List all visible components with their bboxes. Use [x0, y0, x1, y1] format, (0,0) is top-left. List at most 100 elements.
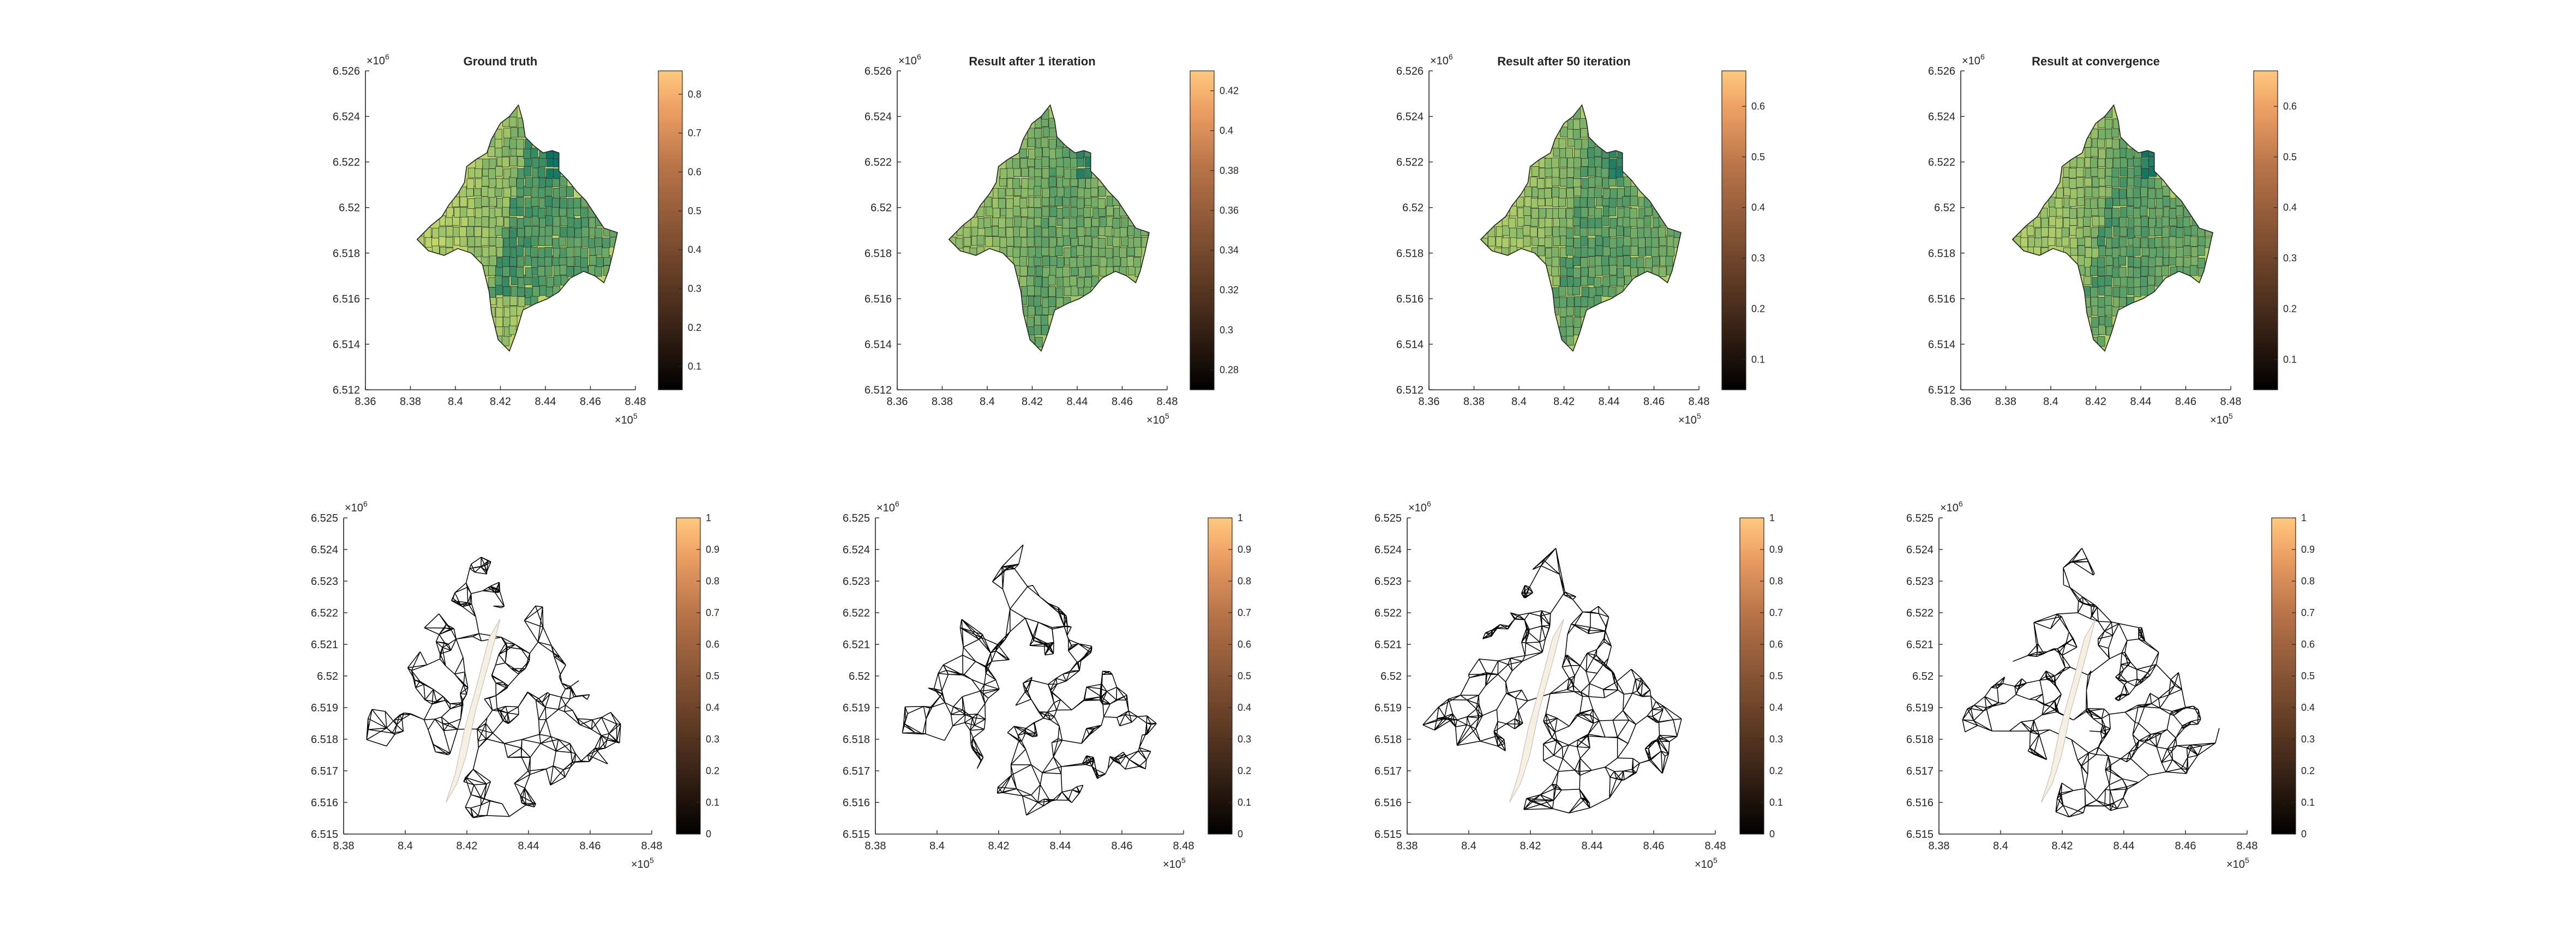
- top-panel-2-district: [1034, 176, 1042, 187]
- top-panel-2-district: [1020, 187, 1029, 198]
- top-panel-2-district: [1042, 187, 1050, 198]
- top-panel-2-district: [1055, 148, 1063, 159]
- top-panel-3-district: [1544, 188, 1552, 198]
- top-panel-2-district: [1070, 197, 1078, 208]
- top-panel-4-district: [2163, 196, 2170, 207]
- top-panel-3-district: [1623, 177, 1631, 188]
- top-panel-3-district: [1558, 188, 1566, 198]
- top-panel-4-district: [2111, 208, 2119, 219]
- top-panel-2-y-tick-label: 6.516: [864, 293, 892, 305]
- top-panel-1-district: [509, 227, 518, 238]
- top-panel-3-district: [1580, 197, 1588, 208]
- bottom-panel-4-y-tick-label: 6.525: [1906, 512, 1933, 524]
- bottom-panel-1-y-exponent: ×106: [345, 499, 368, 514]
- top-panel-4-district: [2161, 216, 2170, 227]
- top-panel-2-district: [1069, 228, 1077, 239]
- top-panel-1-district: [581, 217, 589, 228]
- top-panel-4-x-tick-label: 8.4: [2043, 396, 2058, 408]
- top-panel-1-district: [560, 264, 568, 275]
- top-panel-1-district: [589, 255, 597, 266]
- top-panel-3-district: [1601, 167, 1609, 178]
- top-panel-1-district: [417, 235, 424, 246]
- top-panel-3-y-tick-label: 6.522: [1396, 156, 1424, 168]
- top-panel-1-district: [552, 238, 560, 249]
- top-panel-3-district: [1651, 246, 1659, 257]
- top-panel-4-district: [2105, 197, 2113, 208]
- top-panel-1-x-tick-label: 8.48: [625, 396, 646, 408]
- top-panel-2-district: [1112, 237, 1120, 247]
- top-panel-3-district: [1537, 245, 1545, 256]
- top-panel-3-district: [1623, 265, 1631, 276]
- top-panel-1-district: [545, 226, 553, 237]
- top-panel-4-district: [2106, 148, 2114, 159]
- top-panel-2-x-tick-label: 8.46: [1112, 396, 1133, 408]
- top-panel-4-district: [2141, 216, 2148, 227]
- top-panel-4-district: [2154, 266, 2163, 277]
- top-panel-1-district: [560, 247, 567, 258]
- top-panel-4-district: [2113, 148, 2121, 159]
- bottom-panel-4-colorbar-tick-label: 0.2: [2301, 765, 2315, 776]
- top-panel-1-district: [474, 197, 482, 208]
- top-panel-2-district: [1035, 147, 1043, 158]
- bottom-panel-1-y-tick-label: 6.515: [311, 829, 338, 841]
- top-panel-1-colorbar-tick-label: 0.6: [688, 166, 701, 177]
- top-panel-2-y-exponent-value: 6: [917, 52, 921, 61]
- top-panel-2-district: [1064, 247, 1072, 258]
- top-panel-3-district: [1616, 167, 1624, 178]
- top-panel-3-y-exponent: ×106: [1430, 52, 1453, 67]
- top-panel-3-district: [1559, 217, 1567, 228]
- top-panel-2-district: [1099, 266, 1107, 277]
- top-panel-2-colorbar-tick-label: 0.3: [1220, 324, 1233, 335]
- top-panel-4-district: [2112, 267, 2120, 278]
- bottom-panel-2-x-tick-label: 8.42: [988, 840, 1010, 852]
- top-panel-2-district: [1077, 198, 1085, 209]
- top-panel-3-district: [1522, 225, 1530, 236]
- top-panel-1-y-tick-label: 6.522: [333, 156, 360, 168]
- top-panel-4-district: [2140, 186, 2148, 197]
- top-panel-3-x-exponent-value: 5: [1697, 412, 1701, 420]
- top-panel-4-city-outline: [2011, 104, 2213, 352]
- top-panel-4-district: [2098, 129, 2106, 140]
- top-panel-1-district: [482, 176, 490, 186]
- top-panel-3-district: [1565, 148, 1573, 159]
- top-panel-1-district: [502, 276, 510, 287]
- top-panel-1-district: [544, 247, 553, 258]
- top-panel-2-district: [1098, 186, 1106, 197]
- top-panel-1-x-tick-label: 8.36: [355, 396, 376, 408]
- top-panel-2-colorbar-tick-label: 0.36: [1220, 205, 1239, 216]
- top-panel-4-district: [2141, 227, 2149, 238]
- top-panel-3-district: [1650, 227, 1659, 238]
- top-panel-3-district: [1552, 256, 1559, 267]
- top-panel-2-district: [1091, 197, 1099, 208]
- top-panel-4-district: [2155, 198, 2164, 209]
- top-panel-4-district: [2197, 257, 2206, 268]
- bottom-panel-1-x-tick-label: 8.42: [457, 840, 478, 852]
- top-panel-2-district: [992, 207, 1000, 218]
- top-panel-4-district: [2098, 246, 2106, 257]
- top-panel-1-district: [588, 207, 596, 218]
- top-panel-1-district: [509, 156, 518, 167]
- top-panel-4-x-exponent: ×105: [2210, 412, 2233, 426]
- top-panel-1-district: [567, 237, 575, 248]
- top-panel-2-district: [1112, 218, 1120, 229]
- top-panel-3-district: [1623, 216, 1630, 227]
- top-panel-3-district: [1566, 167, 1575, 178]
- top-panel-3-district: [1630, 245, 1638, 256]
- bottom-panel-3-y-exponent: ×106: [1408, 499, 1431, 514]
- top-panel-3-district: [1573, 197, 1581, 208]
- top-panel-2-district: [1077, 226, 1085, 237]
- bottom-panel-4-colorbar-tick-label: 0.5: [2301, 671, 2315, 681]
- bottom-panel-1-colorbar-tick-label: 0.8: [706, 576, 719, 587]
- top-panel-1-district: [482, 159, 490, 170]
- top-panel-4-district: [2147, 198, 2155, 209]
- top-panel-3-district: [1617, 268, 1625, 278]
- top-panel-4-district: [2104, 275, 2112, 286]
- top-panel-4-district: [2104, 285, 2112, 296]
- top-panel-2-district: [983, 217, 992, 228]
- top-panel-4-district: [2119, 237, 2127, 247]
- top-panel-3-district: [1552, 138, 1560, 149]
- top-panel-3-district: [1558, 208, 1566, 219]
- top-panel-1-district: [502, 156, 510, 167]
- top-panel-3-district: [1581, 247, 1589, 258]
- top-panel-1-district: [574, 227, 583, 238]
